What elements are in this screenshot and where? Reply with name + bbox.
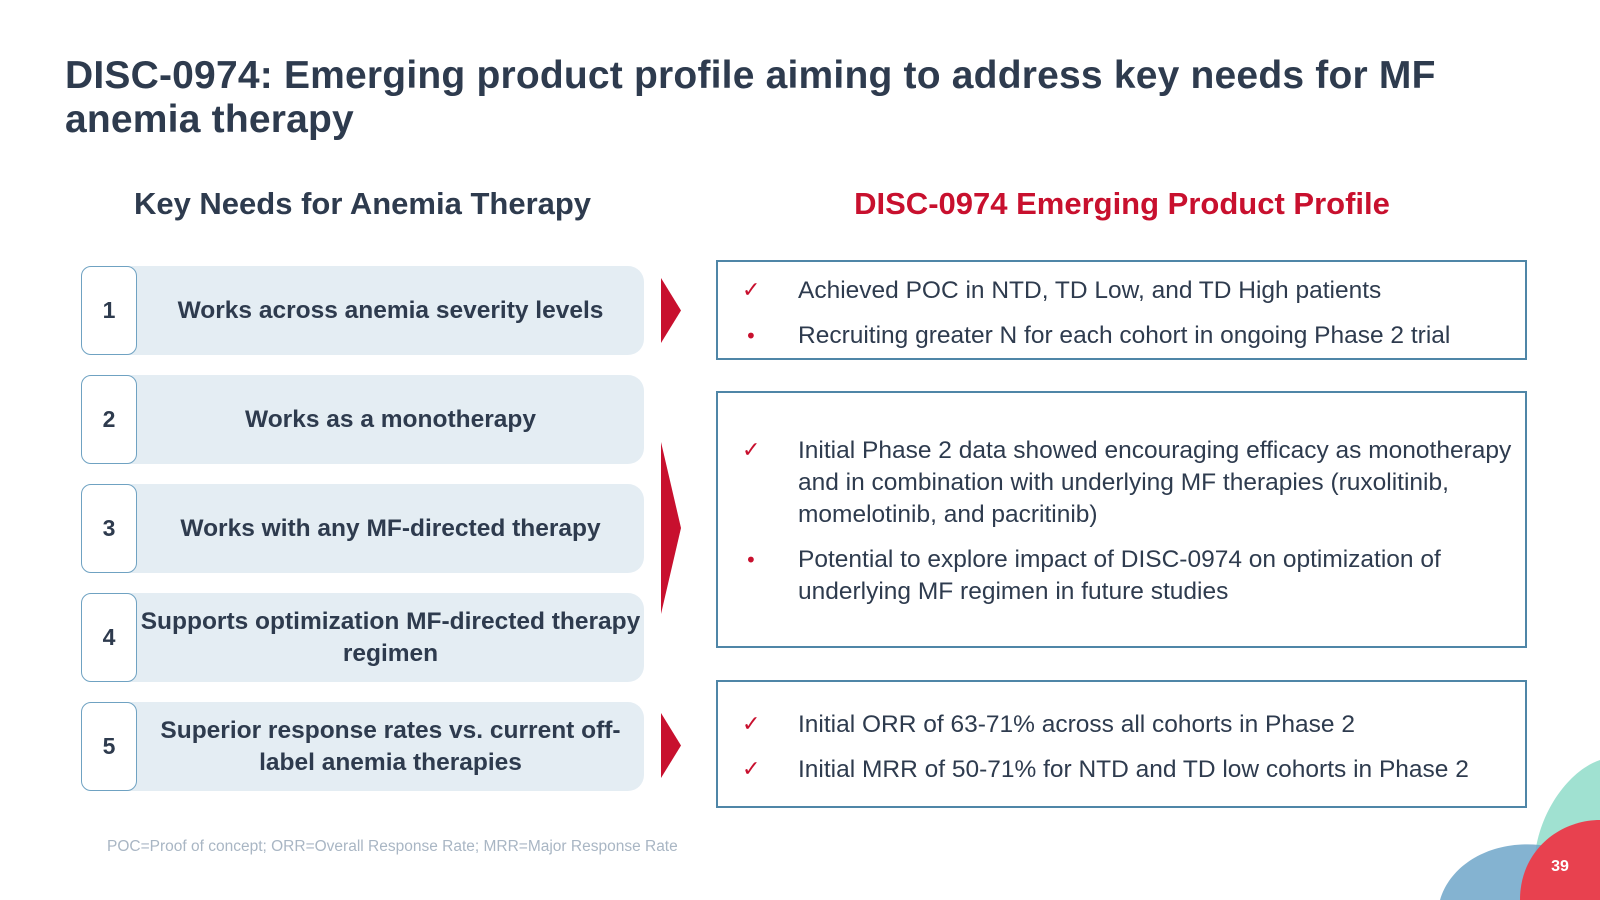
checkmark-icon: ✓: [742, 278, 761, 303]
need-number: 4: [81, 593, 137, 682]
checkmark-icon: ✓: [742, 757, 761, 782]
need-number: 5: [81, 702, 137, 791]
need-label: Works as a monotherapy: [245, 405, 536, 433]
profile-box-3: ✓ Initial ORR of 63-71% across all cohor…: [716, 680, 1527, 808]
profile-box-1: ✓ Achieved POC in NTD, TD Low, and TD Hi…: [716, 260, 1527, 360]
need-item-3: 3 Works with any MF-directed therapy: [81, 484, 644, 573]
bullet-text: Initial MRR of 50-71% for NTD and TD low…: [798, 756, 1469, 783]
checkmark-icon: ✓: [742, 438, 761, 463]
need-item-1: 1 Works across anemia severity levels: [81, 266, 644, 355]
need-item-background: [105, 702, 644, 791]
need-item-background: [105, 266, 644, 355]
need-label: Superior response rates vs. current off-…: [160, 716, 621, 776]
need-item-background: [105, 375, 644, 464]
need-item-background: [105, 484, 644, 573]
bullet-dot-icon: •: [745, 548, 757, 572]
profile-bullet: ✓ Initial Phase 2 data showed encouragin…: [742, 435, 1513, 531]
bullet-text: Achieved POC in NTD, TD Low, and TD High…: [798, 277, 1382, 304]
key-needs-heading: Key Needs for Anemia Therapy: [133, 186, 592, 221]
profile-bullet: • Recruiting greater N for each cohort i…: [742, 320, 1513, 352]
need-number: 1: [81, 266, 137, 355]
checkmark-icon: ✓: [742, 712, 761, 737]
need-item-background: [105, 593, 644, 682]
profile-bullet: ✓ Achieved POC in NTD, TD Low, and TD Hi…: [742, 275, 1513, 307]
need-label: Supports optimization MF-directed therap…: [140, 607, 641, 667]
slide-title: DISC-0974: Emerging product profile aimi…: [65, 54, 1436, 141]
footnote: POC=Proof of concept; ORR=Overall Respon…: [107, 838, 678, 855]
need-number: 2: [81, 375, 137, 464]
corner-decoration: [1440, 760, 1600, 900]
product-profile-heading: DISC-0974 Emerging Product Profile: [854, 186, 1390, 221]
profile-box-2: ✓ Initial Phase 2 data showed encouragin…: [716, 391, 1527, 648]
need-label: Works across anemia severity levels: [177, 296, 604, 324]
profile-bullet: • Potential to explore impact of DISC-09…: [742, 544, 1513, 608]
bullet-text: Recruiting greater N for each cohort in …: [798, 322, 1451, 349]
profile-bullet: ✓ Initial ORR of 63-71% across all cohor…: [742, 709, 1513, 741]
need-item-4: 4 Supports optimization MF-directed ther…: [81, 593, 644, 682]
need-item-5: 5 Superior response rates vs. current of…: [81, 702, 644, 791]
arrow-icon: [661, 442, 681, 614]
need-label: Works with any MF-directed therapy: [180, 514, 601, 542]
page-number: 39: [1551, 858, 1569, 875]
bullet-text: Potential to explore impact of DISC-0974…: [798, 546, 1441, 605]
need-number: 3: [81, 484, 137, 573]
arrow-icon: [661, 713, 681, 778]
arrow-icon: [661, 278, 681, 343]
profile-bullet: ✓ Initial MRR of 50-71% for NTD and TD l…: [742, 754, 1513, 786]
need-item-2: 2 Works as a monotherapy: [81, 375, 644, 464]
bullet-text: Initial Phase 2 data showed encouraging …: [798, 437, 1512, 528]
bullet-dot-icon: •: [745, 324, 757, 348]
bullet-text: Initial ORR of 63-71% across all cohorts…: [798, 711, 1355, 738]
